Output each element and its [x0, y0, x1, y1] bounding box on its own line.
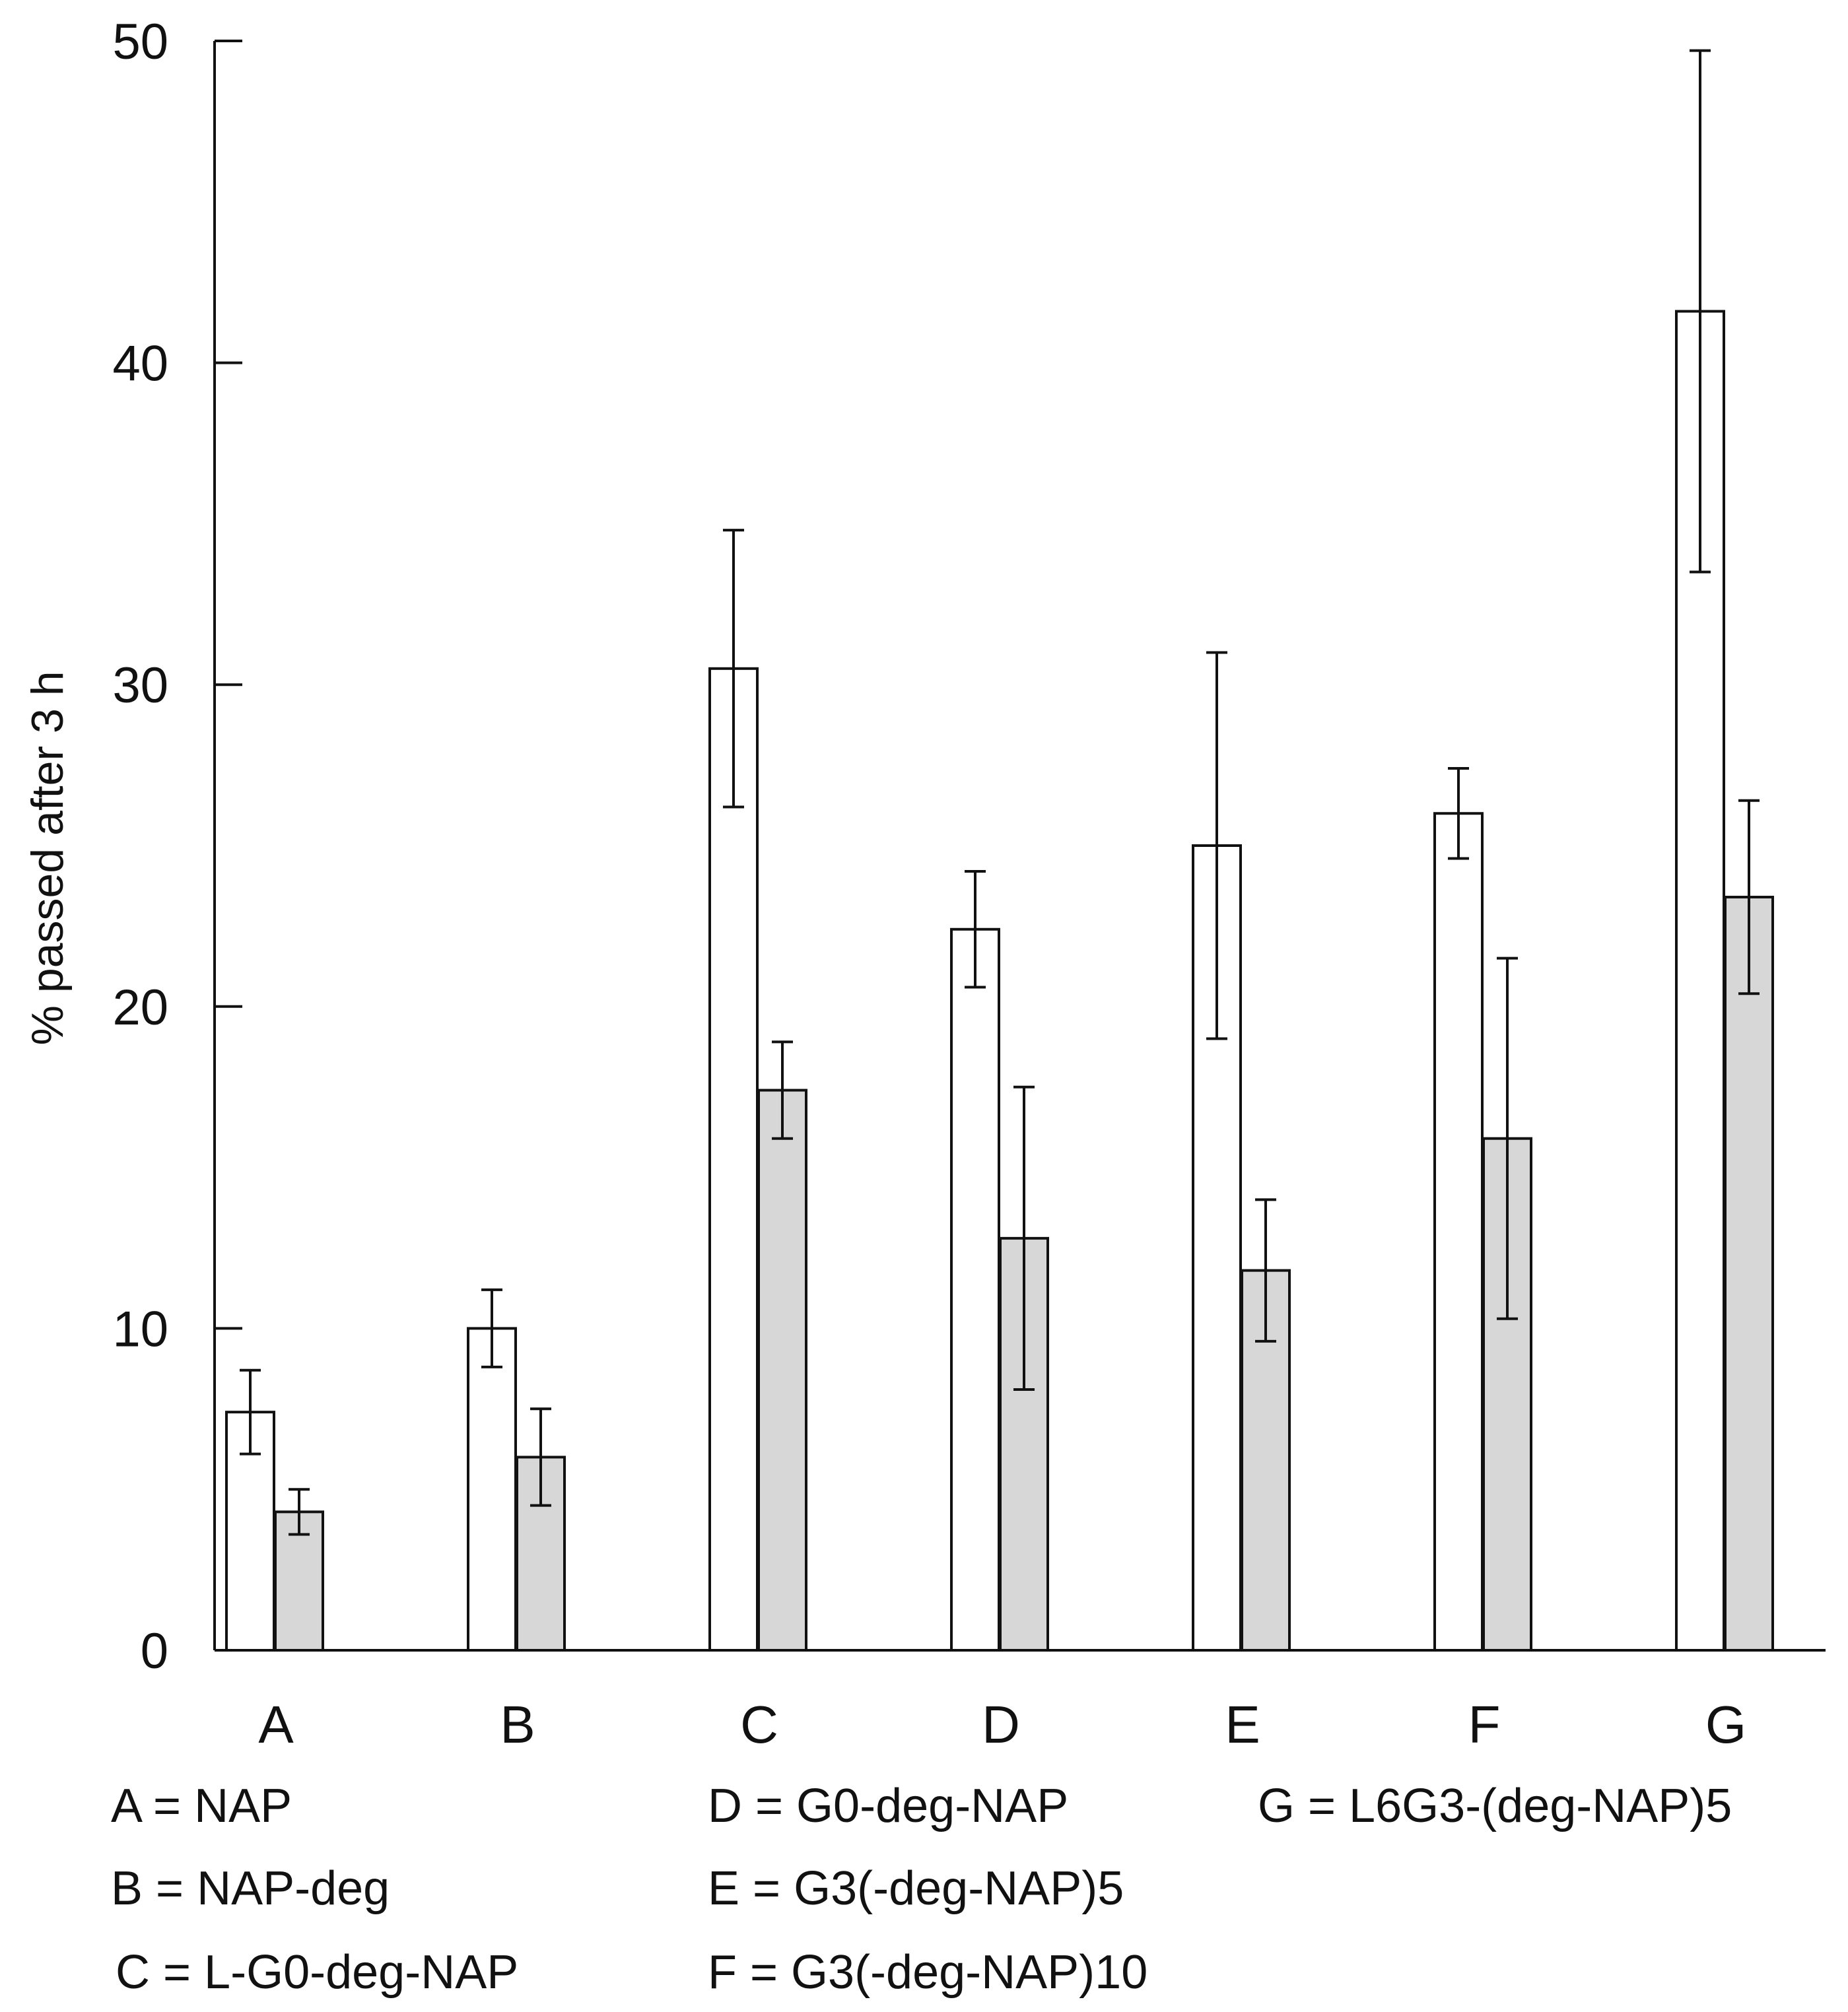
bar-g-series2 [1724, 896, 1774, 1652]
bar-c-series1 [708, 667, 759, 1652]
x-label-g: G [1705, 1695, 1746, 1754]
x-label-a: A [258, 1695, 294, 1754]
y-tick-label-30: 30 [112, 657, 168, 714]
legend-entry-d: D = G0-deg-NAP [708, 1780, 1069, 1832]
y-tick-label-20: 20 [112, 980, 168, 1036]
bar-f-series1 [1433, 812, 1484, 1652]
y-ticks: 0 10 20 30 40 50 [112, 14, 242, 1679]
x-label-e: E [1225, 1695, 1260, 1754]
error-bars-layer [240, 49, 1760, 1536]
legend-entry-b: B = NAP-deg [111, 1862, 390, 1915]
legend-entry-g: G = L6G3-(deg-NAP)5 [1258, 1780, 1732, 1832]
legend-entry-e: E = G3(-deg-NAP)5 [708, 1862, 1124, 1915]
y-tick-label-0: 0 [141, 1623, 168, 1679]
x-label-d: D [982, 1695, 1020, 1754]
y-tick-label-50: 50 [112, 14, 168, 70]
legend-entry-f: F = G3(-deg-NAP)10 [708, 1946, 1148, 1999]
y-tick-label-40: 40 [112, 336, 168, 392]
x-category-labels: A B C D E F G [258, 1695, 1746, 1754]
y-tick-label-10: 10 [112, 1301, 168, 1357]
bar-d-series2 [999, 1236, 1049, 1652]
x-label-b: B [500, 1695, 535, 1754]
bar-b-series1 [467, 1327, 517, 1652]
bar-c-series2 [757, 1089, 807, 1652]
y-axis-title: % passed after 3 h [22, 671, 73, 1045]
legend-entry-c: C = L-G0-deg-NAP [116, 1946, 519, 1999]
legend-entry-a: A = NAP [111, 1780, 292, 1832]
bars-layer [225, 310, 1774, 1652]
x-label-f: F [1468, 1695, 1501, 1754]
bar-d-series1 [950, 927, 1000, 1652]
x-label-c: C [740, 1695, 778, 1754]
